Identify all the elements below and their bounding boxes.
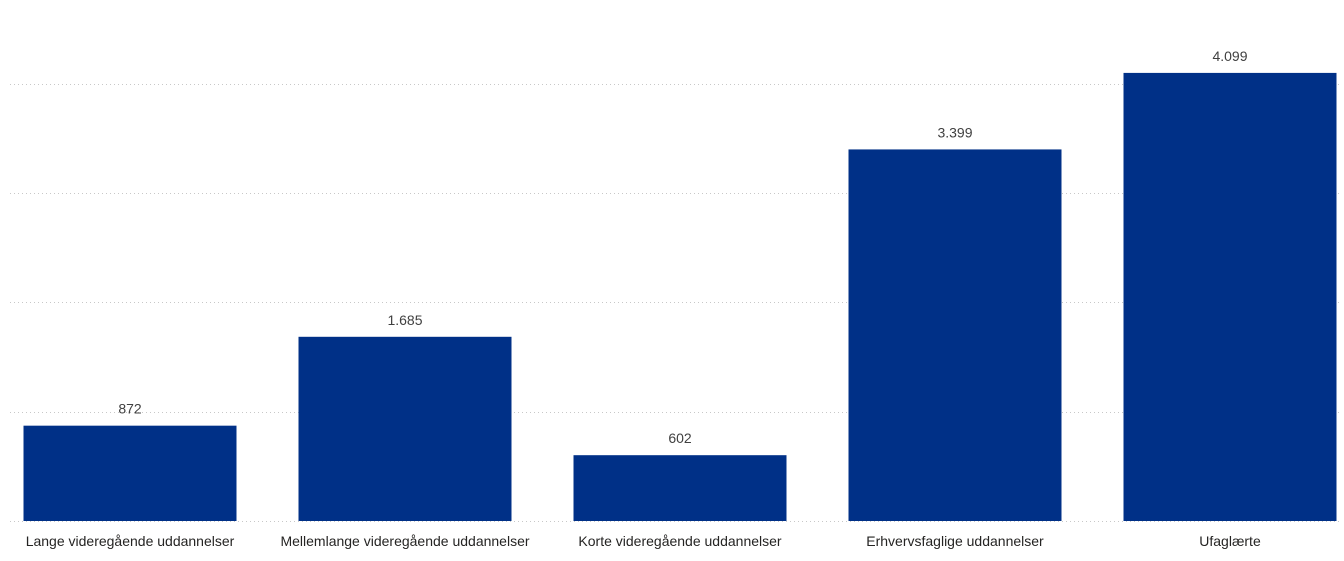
data-label-3: 3.399 [937, 124, 972, 140]
data-label-0: 872 [118, 401, 142, 417]
bar-2[interactable] [573, 455, 787, 521]
category-label-1: Mellemlange videregående uddannelser [280, 533, 529, 549]
gridlines [10, 84, 1340, 522]
bars [23, 72, 1337, 522]
category-label-0: Lange videregående uddannelser [26, 533, 235, 549]
data-label-2: 602 [668, 430, 692, 446]
bar-4[interactable] [1123, 72, 1337, 521]
bar-3[interactable] [848, 149, 1062, 522]
bar-1[interactable] [298, 336, 512, 521]
data-label-4: 4.099 [1212, 48, 1247, 64]
category-label-4: Ufaglærte [1199, 533, 1261, 549]
category-label-2: Korte videregående uddannelser [578, 533, 781, 549]
category-labels: Lange videregående uddannelser Mellemlang… [26, 533, 1261, 549]
data-labels: 872 1.685 602 3.399 4.099 [118, 48, 1247, 446]
data-label-1: 1.685 [387, 312, 422, 328]
bar-0[interactable] [23, 425, 237, 521]
category-label-3: Erhvervsfaglige uddannelser [866, 533, 1044, 549]
